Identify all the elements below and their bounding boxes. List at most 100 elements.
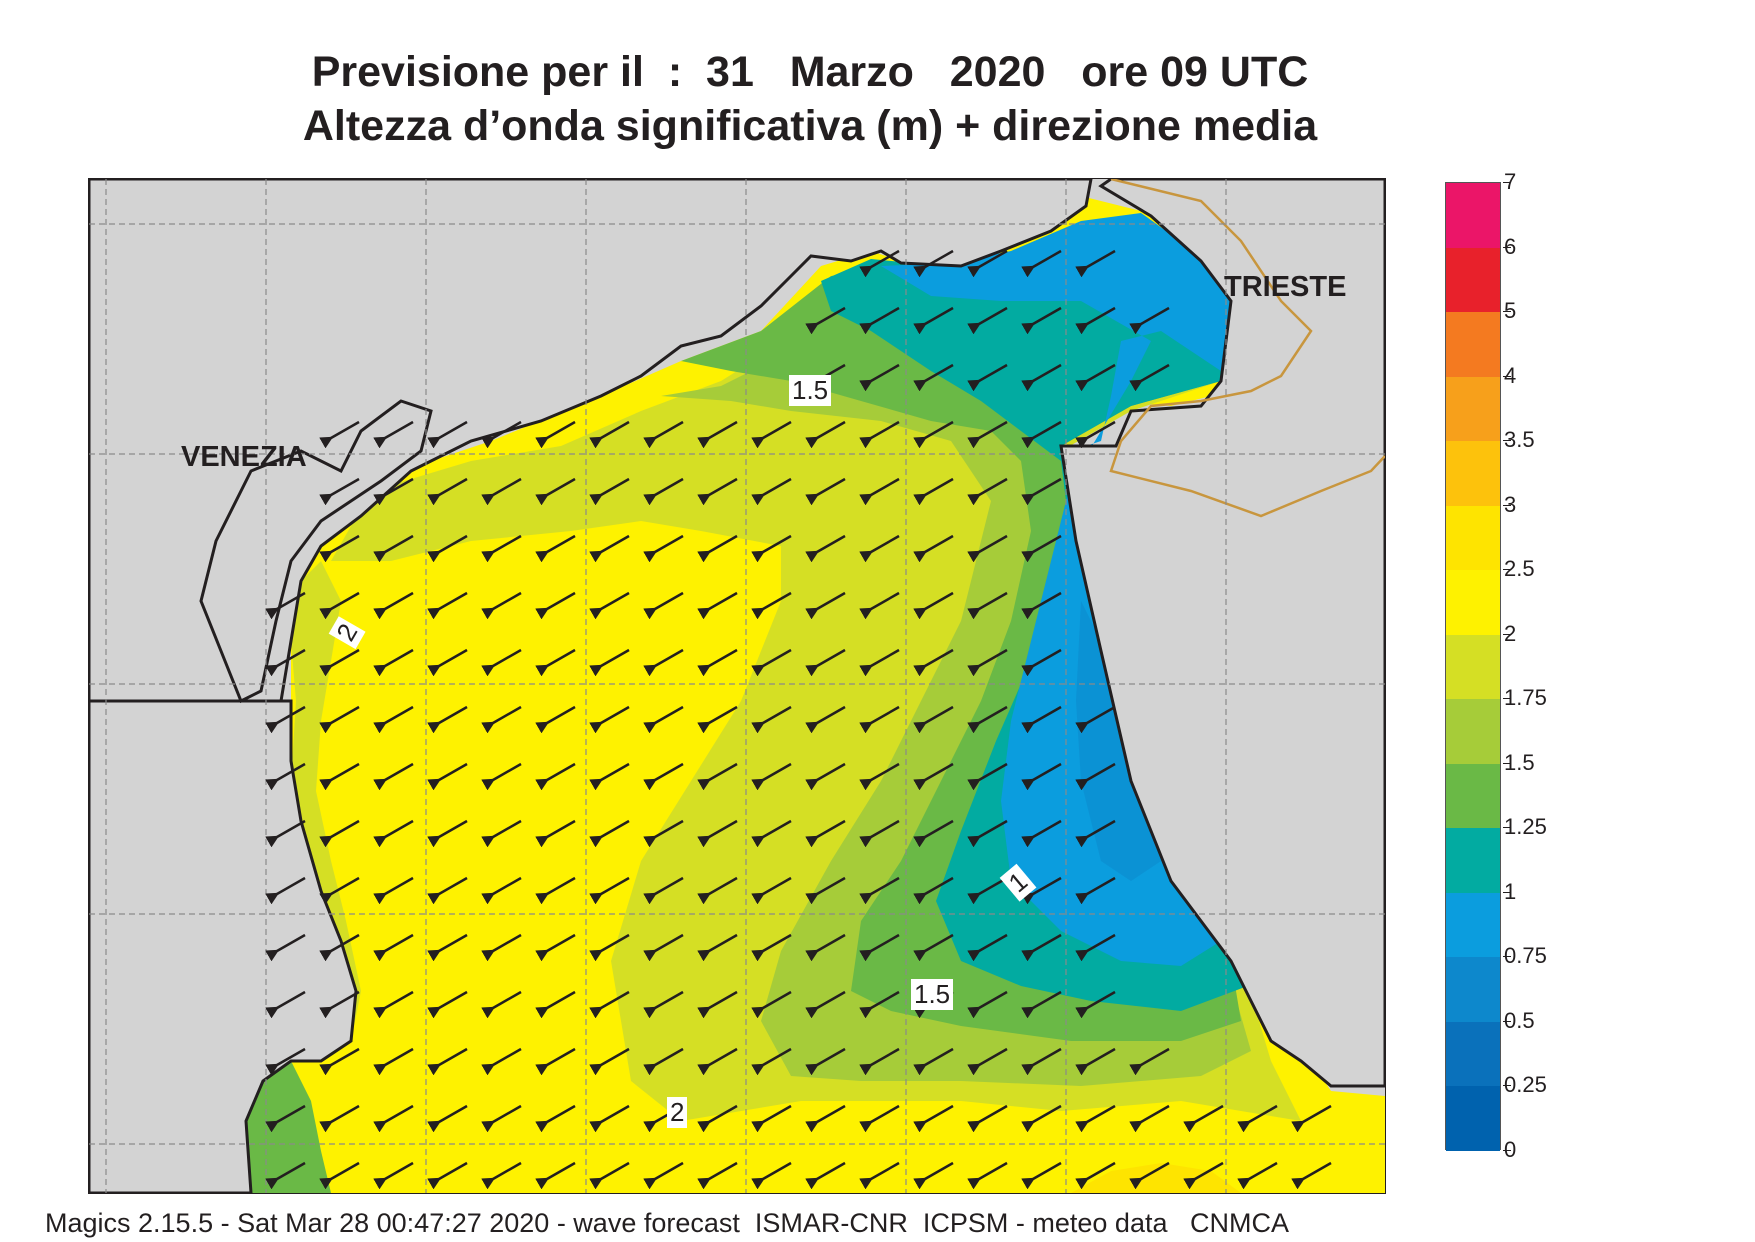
wave-direction-arrow	[859, 420, 900, 449]
wave-direction-arrow	[697, 876, 738, 905]
legend-label: 3.5	[1504, 427, 1535, 453]
wave-direction-arrow	[265, 990, 306, 1019]
wave-direction-arrow	[1021, 591, 1062, 620]
wave-direction-arrow	[643, 648, 684, 677]
wave-direction-arrow	[373, 591, 414, 620]
wave-direction-arrow	[697, 762, 738, 791]
wave-direction-arrow	[373, 876, 414, 905]
sea-zone-2.5-3	[1071, 1163, 1241, 1193]
wave-direction-arrow	[481, 534, 522, 563]
wave-direction-arrow	[481, 990, 522, 1019]
wave-direction-arrow	[1075, 819, 1116, 848]
legend-swatch	[1446, 570, 1500, 636]
wave-direction-arrow	[913, 1161, 954, 1190]
wave-direction-arrow	[319, 762, 360, 791]
wave-direction-arrow	[1021, 420, 1062, 449]
city-label-trieste: TRIESTE	[1224, 271, 1347, 303]
wave-direction-arrow	[535, 933, 576, 962]
wave-direction-arrow	[589, 933, 630, 962]
legend-swatch	[1446, 183, 1500, 249]
wave-direction-arrow	[859, 990, 900, 1019]
wave-direction-arrow	[535, 477, 576, 506]
wave-direction-arrow	[643, 420, 684, 449]
wave-direction-arrow	[913, 648, 954, 677]
wave-direction-arrow	[805, 591, 846, 620]
wave-direction-arrow	[751, 876, 792, 905]
wave-direction-arrow	[859, 1161, 900, 1190]
wave-direction-arrow	[589, 648, 630, 677]
wave-direction-arrow	[913, 477, 954, 506]
wave-direction-arrow	[373, 1047, 414, 1076]
legend-tick	[1503, 827, 1511, 829]
wave-direction-arrow	[805, 933, 846, 962]
wave-direction-arrow	[967, 1161, 1008, 1190]
wave-direction-arrow	[373, 1104, 414, 1133]
wave-direction-arrow	[643, 819, 684, 848]
wave-direction-arrow	[265, 1047, 306, 1076]
wave-direction-arrow	[805, 420, 846, 449]
wave-direction-arrow	[373, 933, 414, 962]
wave-direction-arrow	[643, 705, 684, 734]
wave-direction-arrow	[1129, 363, 1170, 392]
wave-direction-arrow	[697, 534, 738, 563]
border-line	[1109, 179, 1385, 518]
wave-direction-arrow	[751, 1104, 792, 1133]
wave-direction-arrow	[481, 1161, 522, 1190]
wave-direction-arrow	[859, 1104, 900, 1133]
legend-swatch	[1446, 763, 1500, 829]
wave-direction-arrow	[805, 477, 846, 506]
legend-tick	[1503, 1085, 1511, 1087]
wave-direction-arrow	[481, 420, 522, 449]
wave-direction-arrow	[535, 420, 576, 449]
wave-direction-arrow	[751, 648, 792, 677]
sea-zone-0.75-1	[881, 213, 1231, 966]
wave-direction-arrow	[751, 705, 792, 734]
wave-direction-arrow	[751, 420, 792, 449]
wave-direction-arrow	[427, 648, 468, 677]
wave-direction-arrow	[967, 1047, 1008, 1076]
wave-direction-arrow	[967, 420, 1008, 449]
wave-direction-arrow	[913, 705, 954, 734]
wave-direction-arrow	[319, 477, 360, 506]
wave-direction-arrow	[427, 534, 468, 563]
wave-direction-arrow	[265, 705, 306, 734]
wave-direction-arrow	[589, 1104, 630, 1133]
wave-direction-arrow	[427, 990, 468, 1019]
wave-direction-arrow	[805, 648, 846, 677]
legend-swatch	[1446, 1021, 1500, 1087]
wave-direction-arrow	[913, 876, 954, 905]
wave-direction-arrow	[751, 819, 792, 848]
wave-direction-arrow	[751, 1161, 792, 1190]
wave-direction-arrow	[373, 534, 414, 563]
wave-direction-arrow	[373, 420, 414, 449]
wave-direction-arrow	[535, 705, 576, 734]
wave-direction-arrow	[751, 477, 792, 506]
legend-swatch	[1446, 699, 1500, 765]
wave-direction-arrow	[1075, 420, 1116, 449]
legend-tick	[1503, 1020, 1511, 1022]
wave-direction-arrow	[319, 648, 360, 677]
wave-direction-arrow	[859, 705, 900, 734]
legend-label: 6	[1504, 233, 1517, 259]
wave-direction-arrow	[751, 933, 792, 962]
wave-direction-arrow	[805, 534, 846, 563]
wave-direction-arrow	[859, 306, 900, 335]
wave-direction-arrow	[1021, 1161, 1062, 1190]
wave-direction-arrow	[1237, 1104, 1278, 1133]
legend-swatch	[1446, 505, 1500, 571]
wave-direction-arrow	[643, 762, 684, 791]
wave-direction-arrow	[589, 420, 630, 449]
wave-direction-arrow	[967, 534, 1008, 563]
wave-direction-arrow	[751, 534, 792, 563]
wave-direction-arrow	[589, 477, 630, 506]
wave-direction-arrow	[589, 762, 630, 791]
legend-label: 1.75	[1504, 685, 1547, 711]
legend-tick	[1503, 504, 1511, 506]
legend-swatch	[1446, 892, 1500, 958]
wave-direction-arrow	[481, 1104, 522, 1133]
wave-direction-arrow	[1075, 249, 1116, 278]
wave-direction-arrow	[643, 1047, 684, 1076]
wave-direction-arrow	[373, 819, 414, 848]
title-line-1: Previsione per il : 31 Marzo 2020 ore 09…	[311, 48, 1309, 96]
wave-height-map: VENEZIA TRIESTE 1.5 2 1 1.5 2	[88, 178, 1386, 1194]
